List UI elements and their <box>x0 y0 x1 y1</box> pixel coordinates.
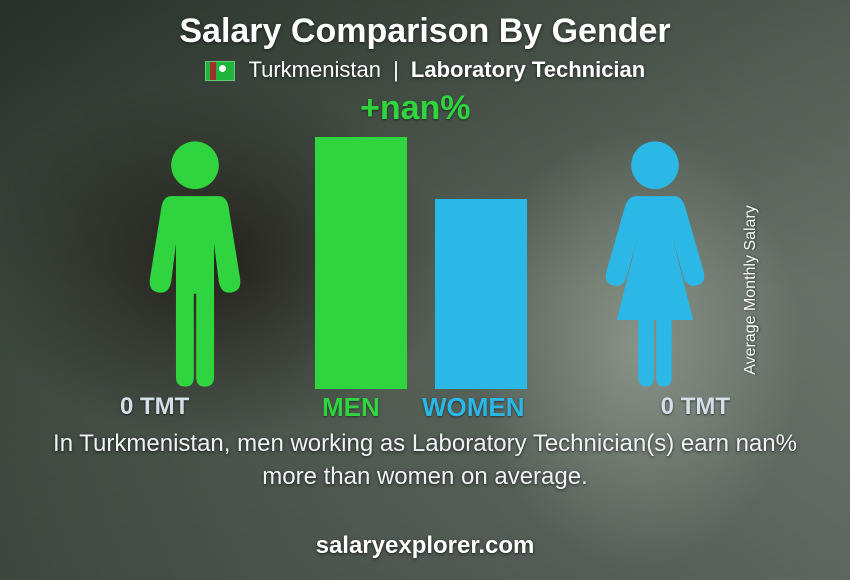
category-men: MEN <box>322 392 380 423</box>
bar-men <box>315 137 407 389</box>
category-women: WOMEN <box>422 392 525 423</box>
flag-icon <box>205 61 235 81</box>
value-women: 0 TMT <box>661 393 730 421</box>
chart-area: +nan% 0 TMT MEN WOMEN 0 TMT <box>80 95 770 425</box>
woman-icon <box>595 139 715 389</box>
subtitle: Turkmenistan | Laboratory Technician <box>0 57 850 83</box>
man-icon <box>135 139 255 389</box>
footer-source: salaryexplorer.com <box>0 532 850 560</box>
subtitle-country: Turkmenistan <box>248 57 380 82</box>
y-axis-label: Average Monthly Salary <box>742 205 760 375</box>
description-text: In Turkmenistan, men working as Laborato… <box>50 427 800 494</box>
subtitle-separator: | <box>393 57 399 82</box>
page-title: Salary Comparison By Gender <box>0 0 850 51</box>
bar-women <box>435 199 527 389</box>
value-men: 0 TMT <box>120 393 189 421</box>
subtitle-role: Laboratory Technician <box>411 57 645 82</box>
percentage-label: +nan% <box>360 89 471 128</box>
infographic-content: Salary Comparison By Gender Turkmenistan… <box>0 0 850 580</box>
